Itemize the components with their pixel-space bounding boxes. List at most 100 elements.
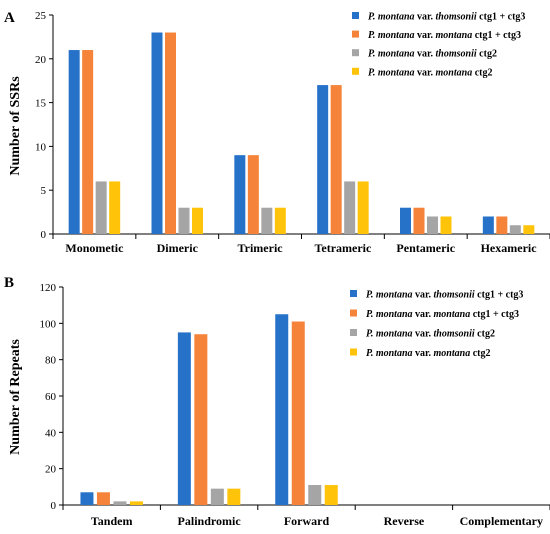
bar-forward-series-4 (324, 485, 338, 505)
y-tick-label: 25 (35, 10, 47, 22)
category-label: Tandem (91, 514, 133, 528)
bar-forward-series-2 (291, 321, 305, 505)
legend-text-part: thomsonii (436, 12, 477, 23)
legend-entry: P. montana var. thomsonii ctg2 (366, 329, 495, 340)
y-tick-label: 100 (40, 318, 57, 330)
bar-monometic-series-2 (82, 50, 94, 234)
legend-entry: P. montana var. thomsonii ctg1 + ctg3 (366, 290, 523, 301)
bar-tetrameric-series-2 (330, 85, 342, 234)
legend-swatch (350, 329, 357, 336)
legend-swatch (350, 309, 357, 317)
bar-trimeric-series-1 (234, 155, 246, 234)
legend-text-part: P. montana (366, 329, 413, 340)
panel-b: B Number of Repeats P. montana var. thom… (4, 275, 550, 528)
legend-text-part: ctg2 (470, 348, 490, 359)
bar-tetrameric-series-3 (344, 181, 356, 234)
legend-swatch (352, 30, 359, 38)
panel-b-y-axis-title: Number of Repeats (8, 339, 23, 455)
bar-palindromic-series-4 (227, 488, 241, 505)
legend-text-part: thomsonii (436, 49, 477, 60)
legend-text-part: ctg1 + ctg3 (470, 309, 519, 320)
bar-tetrameric-series-1 (317, 85, 329, 234)
legend-text-part: montana (434, 348, 471, 359)
y-tick-label: 80 (45, 355, 57, 367)
panel-b-legend: P. montana var. thomsonii ctg1 + ctg3P. … (350, 290, 523, 359)
legend-text-part: P. montana (368, 49, 415, 60)
bar-pentameric-series-1 (400, 207, 411, 234)
category-label: Trimeric (238, 241, 284, 255)
y-tick-label: 120 (40, 282, 57, 294)
bar-pentameric-series-2 (413, 207, 425, 234)
category-label: Pentameric (396, 241, 455, 255)
y-tick-label: 15 (35, 98, 47, 110)
legend-swatch (350, 348, 357, 356)
bar-tetrameric-series-4 (357, 181, 369, 234)
legend-entry: P. montana var. thomsonii ctg1 + ctg3 (368, 12, 525, 23)
bar-dimeric-series-4 (192, 207, 203, 234)
category-label: Hexameric (481, 241, 538, 255)
panel-a-y-axis-title: Number of SSRs (8, 76, 23, 176)
bar-tandem-series-4 (129, 501, 143, 505)
legend-text-part: var. (413, 290, 434, 301)
category-label: Tetrameric (314, 241, 372, 255)
legend-text-part: ctg1 + ctg3 (475, 290, 524, 301)
legend-text-part: var. (415, 30, 436, 41)
legend-text-part: montana (436, 30, 473, 41)
y-tick-label: 0 (51, 500, 57, 512)
legend-text-part: P. montana (366, 290, 413, 301)
legend-entry: P. montana var. montana ctg1 + ctg3 (368, 30, 521, 41)
legend-text-part: P. montana (368, 30, 415, 41)
legend-text-part: var. (415, 12, 436, 23)
bar-pentameric-series-3 (427, 216, 438, 234)
bar-trimeric-series-4 (274, 207, 286, 234)
legend-text-part: montana (436, 67, 473, 78)
legend-text-part: montana (434, 309, 471, 320)
legend-swatch (352, 49, 359, 57)
legend-text-part: thomsonii (434, 329, 475, 340)
bar-monometic-series-1 (68, 50, 80, 234)
category-label: Complementary (460, 514, 543, 528)
y-tick-label: 20 (35, 54, 47, 66)
legend-text-part: var. (415, 67, 436, 78)
legend-text-part: var. (413, 329, 434, 340)
bar-tandem-series-2 (96, 492, 110, 505)
bar-trimeric-series-2 (247, 155, 259, 234)
bar-dimeric-series-3 (178, 207, 190, 234)
legend-text-part: thomsonii (434, 290, 475, 301)
bar-monometic-series-4 (109, 181, 121, 234)
legend-text-part: ctg2 (472, 67, 492, 78)
bar-palindromic-series-2 (194, 334, 208, 505)
legend-entry: P. montana var. montana ctg2 (368, 67, 493, 78)
bar-forward-series-3 (308, 485, 322, 505)
bar-hexameric-series-3 (509, 225, 521, 234)
panel-b-label: B (4, 275, 14, 291)
legend-text-part: P. montana (366, 309, 413, 320)
panel-a-label: A (4, 10, 15, 26)
bar-dimeric-series-2 (165, 32, 176, 234)
legend-text-part: P. montana (366, 348, 413, 359)
bar-palindromic-series-3 (210, 488, 224, 505)
bar-dimeric-series-1 (151, 32, 163, 234)
bar-trimeric-series-3 (261, 207, 273, 234)
legend-entry: P. montana var. montana ctg2 (366, 348, 491, 359)
y-tick-label: 10 (35, 141, 47, 153)
panel-a-legend: P. montana var. thomsonii ctg1 + ctg3P. … (352, 12, 525, 78)
bar-hexameric-series-2 (496, 216, 508, 234)
legend-entry: P. montana var. thomsonii ctg2 (368, 49, 497, 60)
category-label: Monometic (65, 241, 124, 255)
y-tick-label: 60 (45, 391, 57, 403)
bar-hexameric-series-4 (523, 225, 535, 234)
legend-swatch (352, 67, 359, 75)
legend-text-part: var. (413, 309, 434, 320)
bar-forward-series-1 (275, 314, 289, 505)
legend-text-part: var. (413, 348, 434, 359)
bar-hexameric-series-1 (482, 216, 494, 234)
y-tick-label: 0 (41, 229, 47, 241)
legend-text-part: P. montana (368, 12, 415, 23)
y-tick-label: 20 (45, 464, 57, 476)
legend-text-part: P. montana (368, 67, 415, 78)
bar-tandem-series-3 (113, 501, 127, 505)
bar-tandem-series-1 (80, 492, 94, 505)
legend-text-part: ctg2 (475, 329, 495, 340)
